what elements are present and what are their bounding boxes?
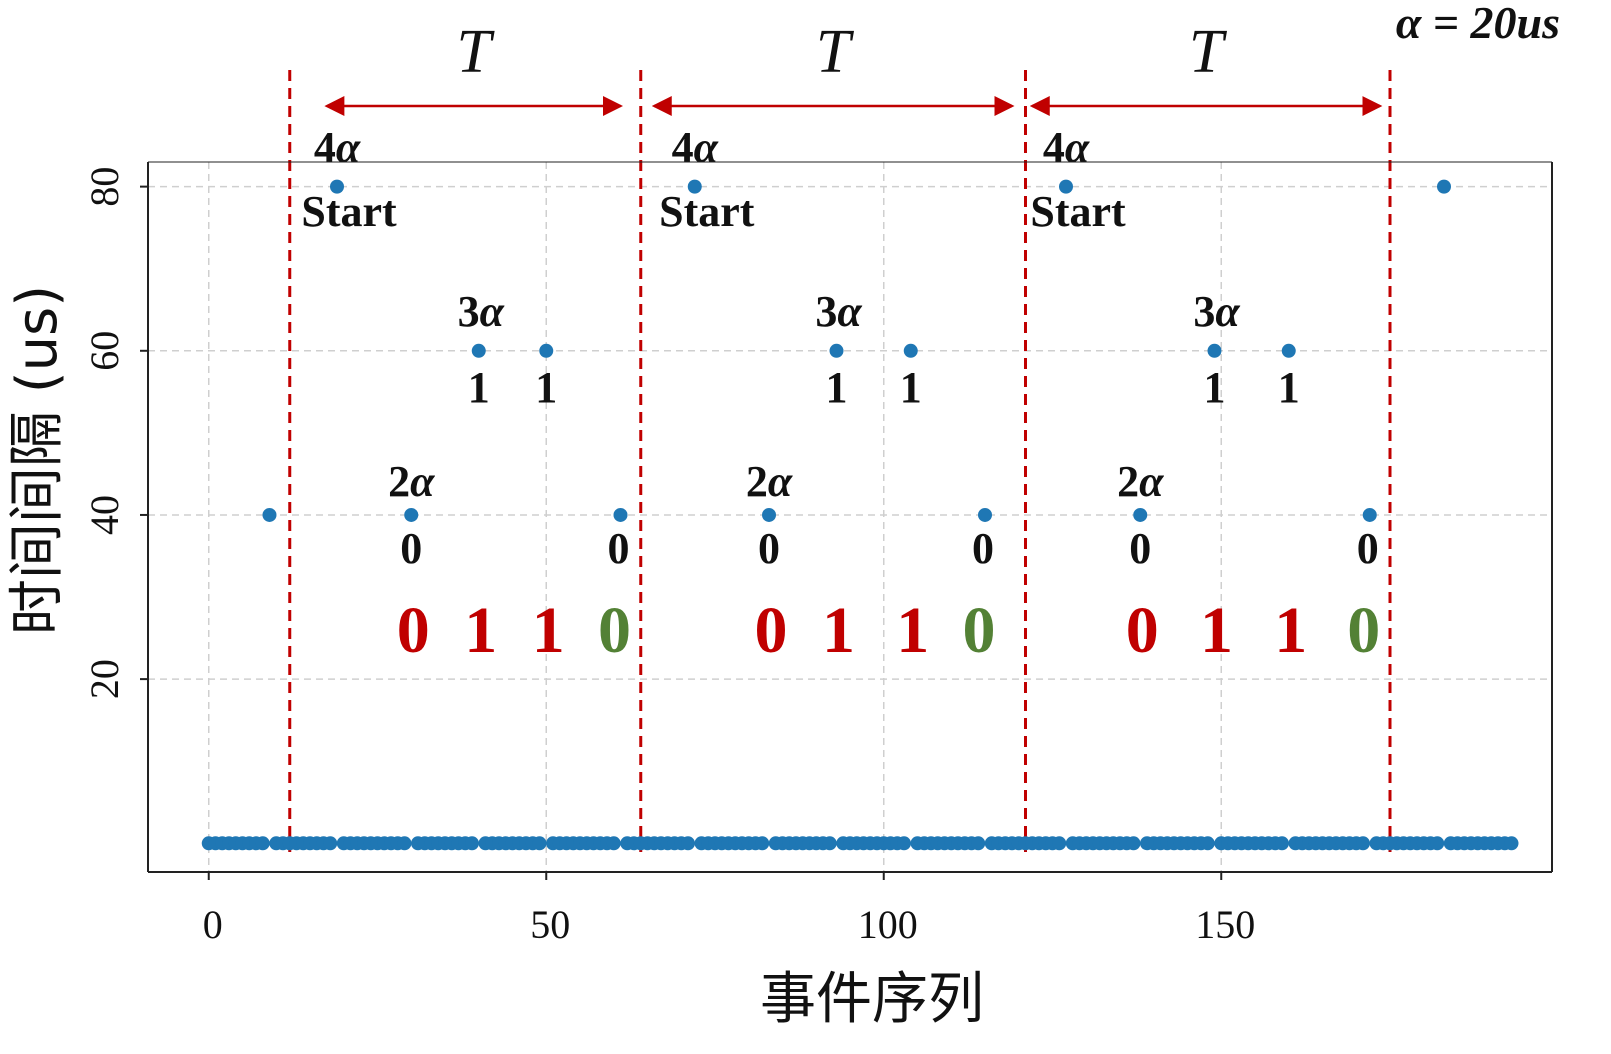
data-point xyxy=(539,343,554,358)
baseline-point xyxy=(397,836,412,851)
baseline-point xyxy=(1356,836,1370,851)
decoded-bit: 1 xyxy=(532,594,565,667)
two-alpha-label: 2α xyxy=(388,457,435,506)
baseline-point xyxy=(822,836,837,851)
y-tick-label: 40 xyxy=(82,495,127,535)
y-tick-label: 80 xyxy=(82,167,127,207)
two-alpha-label: 2α xyxy=(746,457,793,506)
data-point xyxy=(471,343,486,358)
data-point xyxy=(903,343,918,358)
data-point xyxy=(404,507,419,522)
period-label: T xyxy=(816,18,855,86)
decoded-bit: 1 xyxy=(1200,594,1233,667)
baseline-point xyxy=(465,836,479,851)
bit-value-label: 1 xyxy=(535,363,557,412)
start-multiplier-label: 4α xyxy=(672,123,719,172)
data-point xyxy=(1437,179,1451,194)
start-label: Start xyxy=(1030,187,1126,236)
bit-value-label: 0 xyxy=(972,524,994,573)
three-alpha-label: 3α xyxy=(1193,287,1240,336)
data-point xyxy=(330,179,344,194)
x-tick-label: 0 xyxy=(203,902,223,947)
data-point xyxy=(1207,343,1222,358)
baseline-point xyxy=(1275,836,1289,851)
data-point xyxy=(1059,179,1073,194)
two-alpha-label: 2α xyxy=(1117,457,1164,506)
decoded-bit: 0 xyxy=(397,594,430,667)
bit-value-label: 1 xyxy=(1204,363,1226,412)
baseline-point xyxy=(1430,836,1445,851)
y-tick-label: 20 xyxy=(82,659,127,699)
bit-value-label: 1 xyxy=(1278,363,1300,412)
decoded-bit: 0 xyxy=(1126,594,1159,667)
x-tick-label: 50 xyxy=(530,902,570,947)
period-label: T xyxy=(456,18,495,86)
data-point xyxy=(1133,507,1148,522)
data-point xyxy=(1362,507,1377,522)
data-point xyxy=(687,179,702,194)
y-axis-label: 时间间隔 (us) xyxy=(5,285,70,635)
baseline-point xyxy=(323,836,338,851)
bit-value-label: 0 xyxy=(758,524,780,573)
three-alpha-label: 3α xyxy=(458,287,505,336)
decoded-bit: 1 xyxy=(822,594,855,667)
baseline-point xyxy=(681,836,695,851)
baseline-point xyxy=(255,836,270,851)
y-tick-label: 60 xyxy=(82,331,127,371)
three-alpha-label: 3α xyxy=(815,287,862,336)
alpha-definition-note: α = 20us xyxy=(1396,0,1560,48)
start-label: Start xyxy=(659,187,755,236)
start-multiplier-label: 4α xyxy=(314,123,361,172)
start-label: Start xyxy=(301,187,397,236)
baseline-point xyxy=(971,836,986,851)
x-axis-label: 事件序列 xyxy=(760,967,984,1032)
period-label: T xyxy=(1189,18,1228,86)
bit-value-label: 1 xyxy=(468,363,490,412)
data-point xyxy=(762,507,776,522)
data-point xyxy=(829,343,844,358)
data-point xyxy=(978,507,992,522)
bit-value-label: 0 xyxy=(400,524,422,573)
data-point xyxy=(262,507,277,522)
baseline-point xyxy=(1126,836,1141,851)
x-tick-label: 150 xyxy=(1195,902,1255,947)
bit-value-label: 1 xyxy=(826,363,848,412)
baseline-point xyxy=(1052,836,1067,851)
decoded-bit: 1 xyxy=(1274,594,1307,667)
data-point xyxy=(613,507,628,522)
data-point xyxy=(1281,343,1296,358)
baseline-point xyxy=(1504,836,1519,851)
decoded-bit: 0 xyxy=(598,594,631,667)
baseline-point xyxy=(1200,836,1215,851)
data-points xyxy=(201,179,1519,851)
bit-value-label: 0 xyxy=(1129,524,1151,573)
x-tick-label: 100 xyxy=(858,902,918,947)
start-multiplier-label: 4α xyxy=(1043,123,1090,172)
bit-value-label: 1 xyxy=(900,363,922,412)
bit-value-label: 0 xyxy=(608,524,630,573)
baseline-point xyxy=(755,836,770,851)
grid-lines xyxy=(148,162,1552,872)
baseline-point xyxy=(532,836,547,851)
decoded-bit: 0 xyxy=(755,594,788,667)
decoded-bit: 1 xyxy=(464,594,497,667)
decoded-bit: 0 xyxy=(1347,594,1380,667)
baseline-point xyxy=(897,836,911,851)
decoded-bit: 1 xyxy=(896,594,929,667)
period-dividers xyxy=(288,70,1392,852)
decoded-bit: 0 xyxy=(963,594,996,667)
bit-value-label: 0 xyxy=(1357,524,1379,573)
baseline-point xyxy=(606,836,621,851)
